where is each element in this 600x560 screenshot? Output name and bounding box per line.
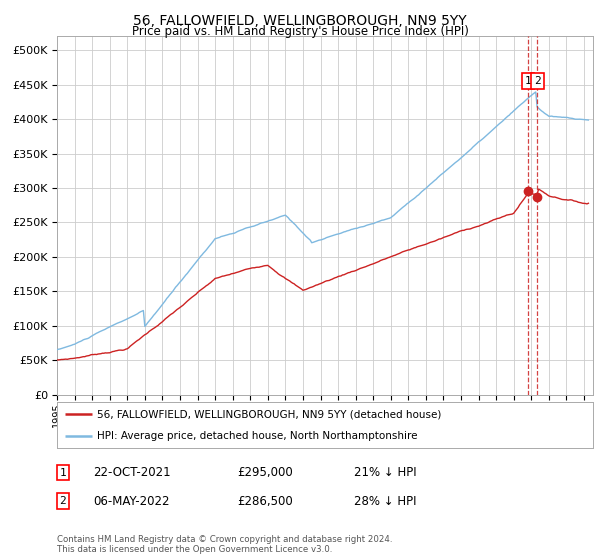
Text: 28% ↓ HPI: 28% ↓ HPI [354,494,416,508]
Text: 1: 1 [524,76,532,86]
Text: 56, FALLOWFIELD, WELLINGBOROUGH, NN9 5YY: 56, FALLOWFIELD, WELLINGBOROUGH, NN9 5YY [133,14,467,28]
Text: 22-OCT-2021: 22-OCT-2021 [93,466,170,479]
Text: Contains HM Land Registry data © Crown copyright and database right 2024.
This d: Contains HM Land Registry data © Crown c… [57,535,392,554]
Text: 06-MAY-2022: 06-MAY-2022 [93,494,170,508]
Text: 2: 2 [534,76,541,86]
Text: 21% ↓ HPI: 21% ↓ HPI [354,466,416,479]
Text: 1: 1 [59,468,67,478]
Text: £295,000: £295,000 [237,466,293,479]
Text: 56, FALLOWFIELD, WELLINGBOROUGH, NN9 5YY (detached house): 56, FALLOWFIELD, WELLINGBOROUGH, NN9 5YY… [97,409,442,419]
Text: £286,500: £286,500 [237,494,293,508]
Text: Price paid vs. HM Land Registry's House Price Index (HPI): Price paid vs. HM Land Registry's House … [131,25,469,38]
Text: HPI: Average price, detached house, North Northamptonshire: HPI: Average price, detached house, Nort… [97,431,418,441]
Text: 2: 2 [59,496,67,506]
